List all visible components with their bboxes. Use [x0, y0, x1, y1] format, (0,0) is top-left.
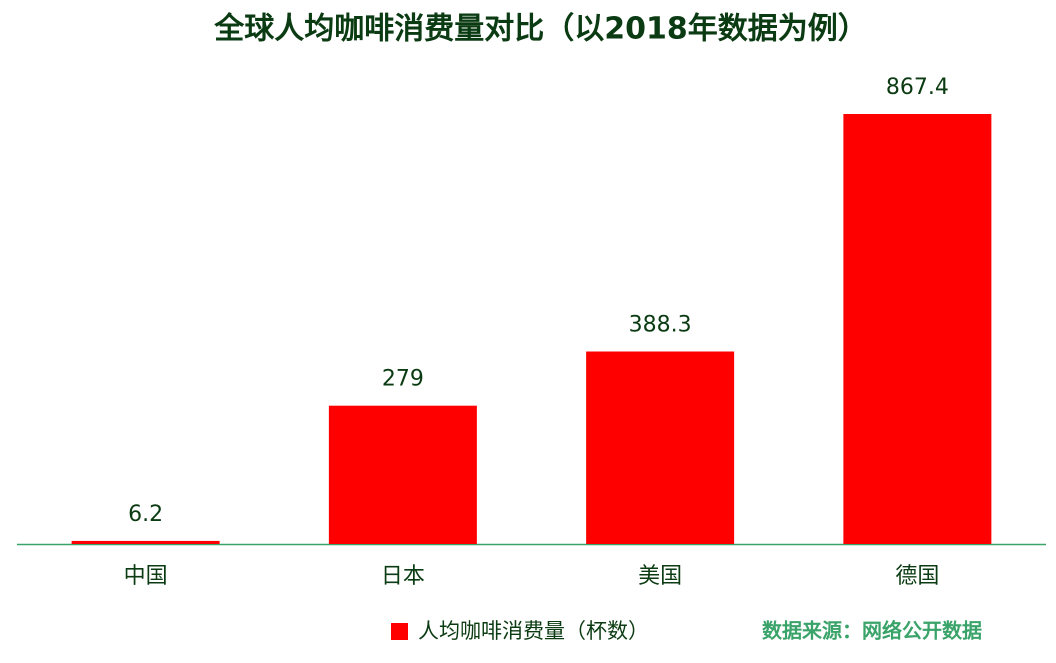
- bar: [328, 405, 477, 544]
- x-tick-label: 中国: [124, 564, 168, 589]
- chart-title: 全球人均咖啡消费量对比（以2018年数据为例）: [213, 12, 868, 47]
- source-note: 数据来源：网络公开数据: [762, 619, 982, 643]
- x-tick-label: 德国: [895, 564, 939, 589]
- x-tick-label: 美国: [638, 564, 682, 589]
- value-label: 6.2: [128, 502, 163, 527]
- value-label: 279: [382, 367, 424, 392]
- value-label: 867.4: [886, 75, 949, 100]
- x-tick-label: 日本: [381, 564, 425, 589]
- legend-label: 人均咖啡消费量（杯数）: [418, 619, 649, 643]
- legend-swatch: [391, 623, 408, 640]
- bar: [843, 114, 992, 544]
- value-label: 388.3: [629, 313, 692, 338]
- bar: [71, 540, 220, 544]
- bar: [586, 351, 735, 544]
